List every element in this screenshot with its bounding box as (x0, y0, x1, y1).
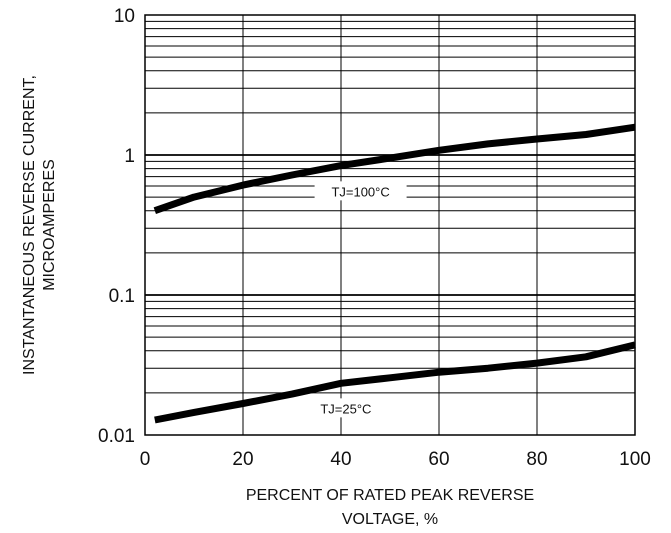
x-tick-label: 20 (232, 449, 253, 470)
x-tick-label: 80 (526, 449, 547, 470)
y-axis-title-line1: INSTANTANEOUS REVERSE CURRENT, (21, 75, 38, 375)
y-tick-label: 1 (124, 146, 135, 167)
series-layer (153, 123, 636, 424)
plot-frame (144, 14, 636, 436)
series-curve-tj-100c (153, 123, 636, 215)
tick-labels: 0 20 40 60 80 100 0.01 0.1 1 10 (98, 6, 651, 470)
x-tick-label: 60 (428, 449, 449, 470)
y-tick-label: 10 (114, 6, 135, 27)
x-axis-title-line1: PERCENT OF RATED PEAK REVERSE (246, 487, 534, 504)
curve-label-tj-25c: TJ=25°C (320, 401, 371, 416)
x-tick-label: 0 (140, 449, 151, 470)
curve-label-bg (314, 181, 407, 201)
curve-labels: TJ=100°C TJ=25°C (305, 181, 407, 418)
curve-label-tj-100c: TJ=100°C (331, 184, 389, 199)
series-curve-tj-25c (154, 341, 636, 424)
curve-label-bg (305, 398, 386, 418)
y-tick-label: 0.1 (109, 286, 135, 307)
x-tick-label: 100 (619, 449, 651, 470)
x-axis-title-line2: VOLTAGE, % (342, 511, 438, 528)
y-axis-title-line2: MICROAMPERES (41, 159, 58, 291)
x-tick-label: 40 (330, 449, 351, 470)
y-tick-label: 0.01 (98, 426, 135, 447)
grid (145, 15, 635, 435)
